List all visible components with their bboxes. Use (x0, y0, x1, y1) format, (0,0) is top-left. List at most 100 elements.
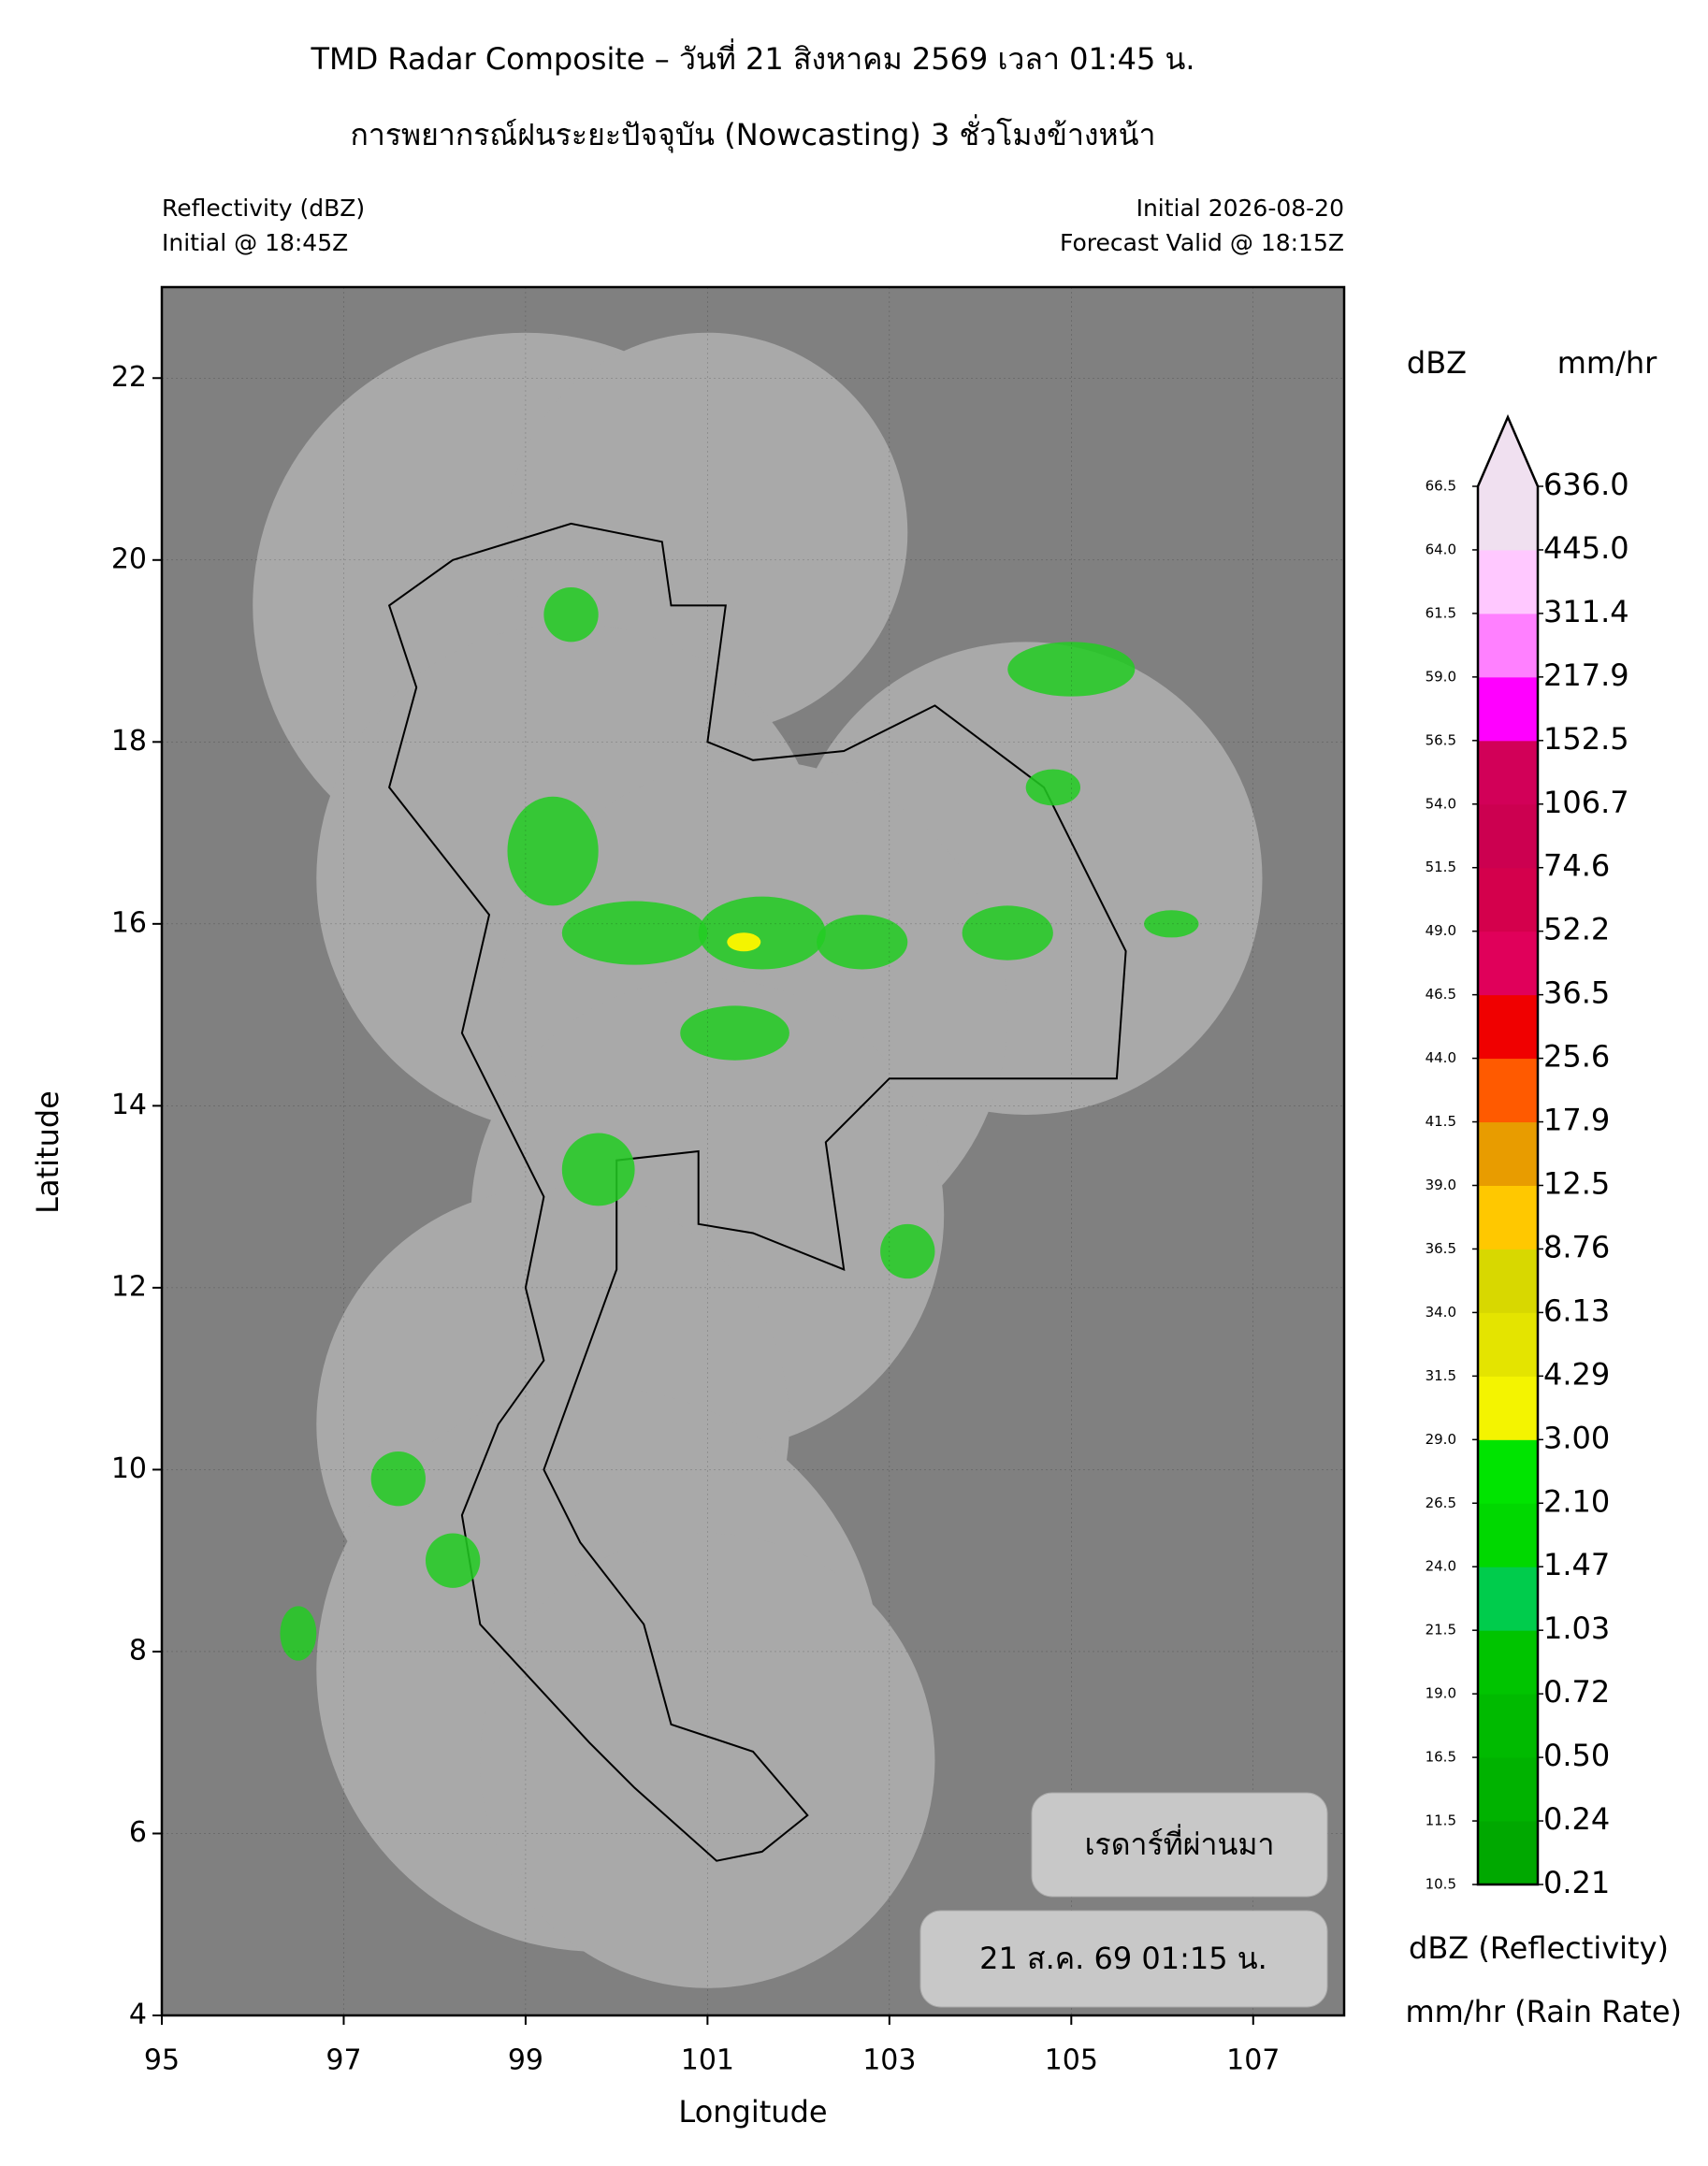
rain-level-label: 1.03 (1543, 1610, 1610, 1646)
dbz-level-label: 61.5 (1426, 604, 1456, 621)
annotation-box (919, 1910, 1328, 2008)
y-tick-label: 10 (111, 1452, 147, 1485)
dbz-level-label: 31.5 (1426, 1367, 1456, 1384)
colorbar-header: mm/hr (1557, 345, 1657, 381)
colorbar-segment (1478, 1630, 1538, 1695)
dbz-level-label: 29.0 (1426, 1431, 1456, 1448)
rain-level-label: 0.72 (1543, 1674, 1610, 1710)
dbz-level-label: 46.5 (1426, 986, 1456, 1003)
colorbar-segment (1478, 1757, 1538, 1822)
rain-echo (817, 915, 908, 970)
dbz-level-label: 56.5 (1426, 731, 1456, 748)
colorbar-segment (1478, 676, 1538, 742)
rain-level-label: 1.47 (1543, 1547, 1610, 1582)
colorbar-segment (1478, 1694, 1538, 1758)
rain-level-label: 3.00 (1543, 1420, 1610, 1455)
x-tick-label: 103 (862, 2044, 916, 2077)
colorbar-segment (1478, 486, 1538, 551)
dbz-level-label: 41.5 (1426, 1113, 1456, 1130)
rain-echo (561, 1133, 635, 1206)
annotation-box (1031, 1792, 1328, 1898)
dbz-level-label: 51.5 (1426, 859, 1456, 875)
y-tick-label: 22 (111, 361, 147, 394)
colorbar-outline (1476, 413, 1540, 1886)
rain-level-label: 12.5 (1543, 1166, 1610, 1202)
colorbar: dBZ mm/hr 10.5 11.5 16.5 19.0 21.5 24.0 26.5 29.0… (1407, 345, 1657, 1900)
colorbar-segment (1478, 867, 1538, 932)
colorbar-caption: mm/hr (Rain Rate) (1405, 1994, 1682, 2029)
colorbar-segment (1478, 803, 1538, 869)
colorbar-extend (1478, 417, 1538, 486)
rain-echo (507, 796, 599, 906)
subtitle: การพยากรณ์ฝนระยะปัจจุบัน (Nowcasting) 3 … (351, 114, 1156, 153)
rain-level-label: 52.2 (1543, 912, 1610, 947)
rain-level-label: 445.0 (1543, 530, 1629, 566)
rain-echo (1144, 910, 1199, 938)
colorbar-segment (1478, 994, 1538, 1060)
rain-echo (561, 901, 708, 965)
rain-level-label: 25.6 (1543, 1039, 1610, 1075)
rain-echo (1025, 769, 1081, 806)
y-tick-label: 12 (111, 1270, 147, 1303)
rain-echo (727, 932, 761, 952)
colorbar-segment (1478, 740, 1538, 805)
rain-level-label: 74.6 (1543, 848, 1610, 884)
rain-level-label: 217.9 (1543, 657, 1629, 693)
x-tick-label: 107 (1226, 2044, 1280, 2077)
rain-level-label: 6.13 (1543, 1292, 1610, 1328)
colorbar-segment (1478, 1058, 1538, 1123)
dbz-level-label: 16.5 (1426, 1749, 1456, 1766)
colorbar-segment (1478, 1503, 1538, 1567)
colorbar-segment (1478, 1439, 1538, 1504)
rain-level-label: 2.10 (1543, 1483, 1610, 1519)
dbz-level-label: 66.5 (1426, 478, 1456, 495)
y-tick-label: 6 (129, 1816, 147, 1849)
right-info: Forecast Valid @ 18:15Z (1060, 229, 1344, 256)
colorbar-segment (1478, 1376, 1538, 1440)
dbz-level-label: 19.0 (1426, 1685, 1456, 1702)
rain-echo (1007, 642, 1136, 697)
rain-level-label: 152.5 (1543, 721, 1629, 757)
x-tick-label: 97 (326, 2044, 361, 2077)
rain-level-label: 0.21 (1543, 1865, 1610, 1900)
colorbar-caption: dBZ (Reflectivity) (1409, 1930, 1669, 1966)
annotation-label: เรดาร์ที่ผ่านมา (1085, 1824, 1275, 1862)
x-axis-label: Longitude (678, 2094, 827, 2130)
y-tick-label: 8 (129, 1634, 147, 1667)
y-tick-label: 18 (111, 725, 147, 758)
dbz-level-label: 36.5 (1426, 1240, 1456, 1257)
dbz-level-label: 26.5 (1426, 1495, 1456, 1511)
dbz-level-label: 34.0 (1426, 1304, 1456, 1321)
dbz-level-label: 10.5 (1426, 1876, 1456, 1893)
colorbar-segment (1478, 549, 1538, 614)
dbz-level-label: 54.0 (1426, 795, 1456, 812)
rain-echo (425, 1533, 481, 1588)
colorbar-segment (1478, 1567, 1538, 1631)
rain-level-label: 106.7 (1543, 785, 1629, 820)
title: TMD Radar Composite – วันที่ 21 สิงหาคม … (310, 38, 1194, 77)
right-info: Initial 2026-08-20 (1136, 195, 1344, 222)
dbz-level-label: 44.0 (1426, 1049, 1456, 1066)
y-tick-label: 14 (111, 1089, 147, 1121)
colorbar-segment (1478, 1121, 1538, 1186)
rain-level-label: 636.0 (1543, 467, 1629, 502)
dbz-level-label: 11.5 (1426, 1812, 1456, 1829)
y-axis-label: Latitude (30, 1090, 65, 1214)
y-tick-label: 20 (111, 542, 147, 575)
colorbar-segment (1478, 931, 1538, 996)
rain-echo (543, 586, 599, 643)
dbz-level-label: 59.0 (1426, 668, 1456, 685)
rain-level-label: 0.50 (1543, 1738, 1610, 1773)
radar-coverage (480, 1533, 935, 1988)
map-frame (160, 285, 1346, 2017)
rain-level-label: 8.76 (1543, 1229, 1610, 1264)
map: 95 97 99 101 103 105 107 4 6 8 10 12 14 16 18 20 22 (111, 285, 1346, 2077)
x-tick-label: 99 (508, 2044, 543, 2077)
rain-level-label: 311.4 (1543, 594, 1629, 629)
dbz-level-label: 24.0 (1426, 1558, 1456, 1575)
rain-echo (880, 1223, 935, 1279)
y-tick-label: 4 (129, 1999, 147, 2031)
rain-level-label: 0.24 (1543, 1801, 1610, 1837)
colorbar-segment (1478, 1249, 1538, 1313)
